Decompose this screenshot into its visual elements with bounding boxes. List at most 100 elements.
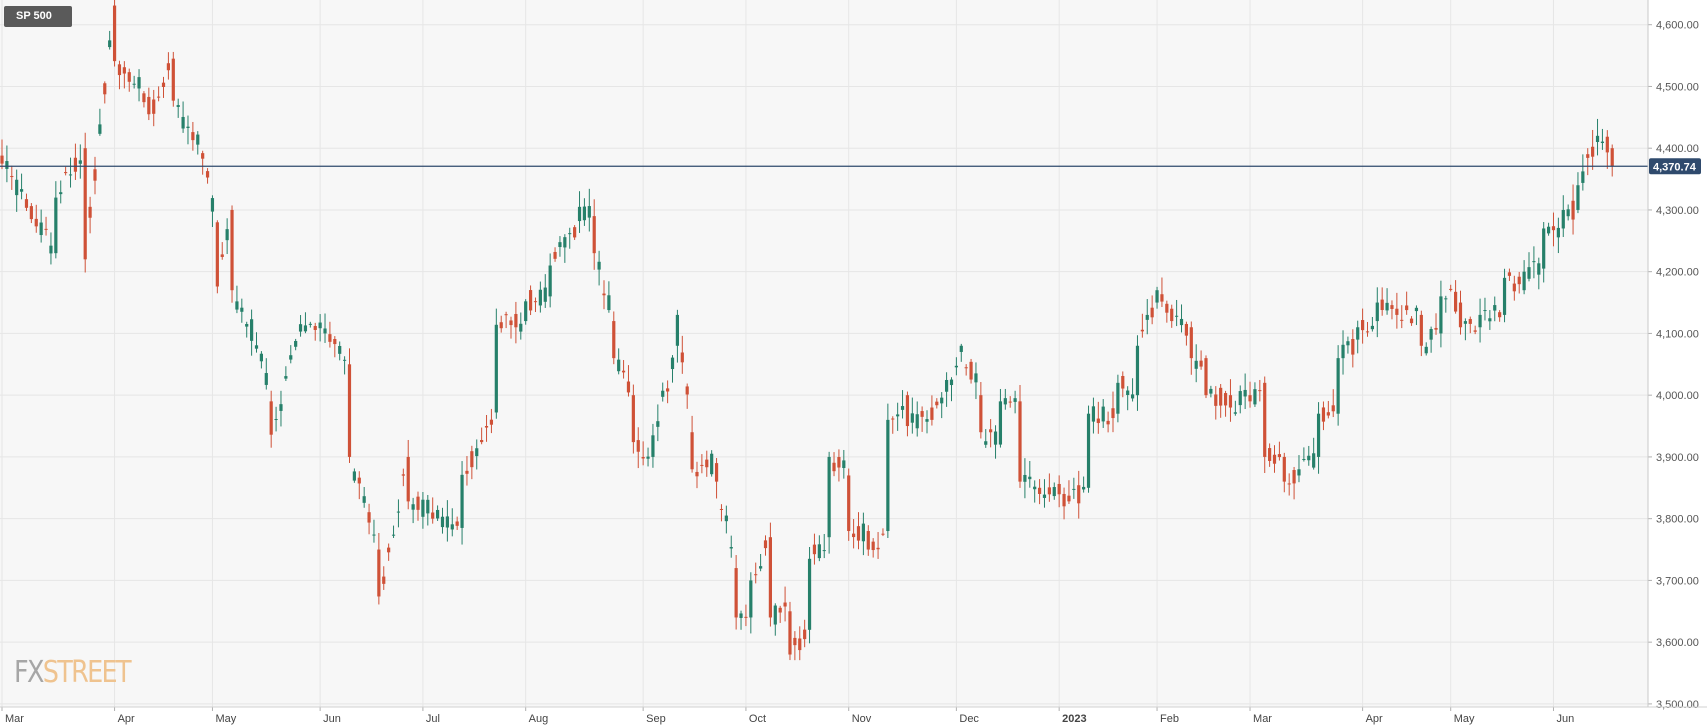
candle-up xyxy=(1439,296,1443,334)
candle-down xyxy=(1189,327,1193,359)
candle-down xyxy=(734,568,738,618)
candle-up xyxy=(1414,307,1419,312)
candle-down xyxy=(1591,146,1595,157)
candle-up xyxy=(259,353,263,362)
candle-down xyxy=(401,474,405,476)
candle-up xyxy=(886,419,890,532)
candle-down xyxy=(514,313,518,328)
candle-up xyxy=(827,456,831,538)
candle-up xyxy=(1478,314,1482,328)
candle-down xyxy=(881,533,885,535)
candle-up xyxy=(186,126,190,128)
candle-down xyxy=(1468,318,1472,324)
candle-up xyxy=(1429,329,1433,340)
candle-down xyxy=(1571,200,1575,220)
x-tick-label: Jul xyxy=(426,713,440,725)
candle-up xyxy=(132,83,136,85)
candle-up xyxy=(1042,494,1047,498)
candle-down xyxy=(499,322,503,329)
candle-up xyxy=(475,448,479,457)
candle-down xyxy=(1150,307,1154,318)
y-tick-label: 3,900.00 xyxy=(1656,452,1699,464)
candle-up xyxy=(1175,315,1179,317)
candle-up xyxy=(1013,398,1017,402)
x-tick-label: Apr xyxy=(118,713,135,725)
candle-down xyxy=(1184,323,1189,336)
candle-up xyxy=(426,499,430,514)
candle-down xyxy=(666,388,670,392)
candle-up xyxy=(1101,406,1105,422)
candle-down xyxy=(470,451,474,468)
candle-up xyxy=(137,77,141,89)
candle-down xyxy=(166,63,171,71)
candle-up xyxy=(254,345,259,349)
x-tick-label: May xyxy=(215,713,236,725)
candle-up xyxy=(1556,227,1560,238)
candle-up xyxy=(1297,469,1301,476)
candle-down xyxy=(1405,305,1409,311)
candle-up xyxy=(445,516,449,528)
candle-up xyxy=(587,206,591,218)
candle-up xyxy=(954,365,958,368)
candle-up xyxy=(656,421,660,427)
candle-up xyxy=(421,499,425,517)
candle-up xyxy=(1194,360,1198,369)
candle-down xyxy=(93,169,97,181)
candle-up xyxy=(984,441,988,445)
candle-up xyxy=(1086,413,1091,488)
candle-up xyxy=(68,174,73,176)
candle-up xyxy=(1155,290,1159,303)
candle-down xyxy=(788,611,792,655)
x-tick-label: Jun xyxy=(1556,713,1574,725)
candle-up xyxy=(1116,382,1120,414)
candle-down xyxy=(269,401,273,435)
candle-up xyxy=(1145,314,1149,320)
candle-down xyxy=(1400,319,1404,321)
candle-down xyxy=(778,607,782,613)
candle-up xyxy=(54,197,58,254)
last-price-marker: 4,370.74 xyxy=(0,158,1701,175)
candle-down xyxy=(1204,358,1208,396)
candle-up xyxy=(1537,263,1541,275)
candle-down xyxy=(1057,483,1061,495)
candle-down xyxy=(1361,320,1365,331)
candle-up xyxy=(1091,406,1096,422)
candle-up xyxy=(1493,305,1497,311)
candle-down xyxy=(964,367,968,369)
candle-down xyxy=(1512,283,1516,292)
candle-down xyxy=(1473,330,1477,332)
candle-up xyxy=(1253,389,1257,405)
candle-up xyxy=(915,414,919,429)
candle-down xyxy=(680,352,684,363)
candle-down xyxy=(24,199,29,208)
candle-down xyxy=(1586,154,1590,158)
candle-down xyxy=(1037,487,1042,494)
candle-down xyxy=(979,395,983,433)
candle-down xyxy=(754,574,758,576)
candle-down xyxy=(783,602,787,607)
candle-up xyxy=(1209,388,1213,394)
candle-up xyxy=(210,198,215,212)
candle-down xyxy=(1458,302,1463,328)
candle-down xyxy=(705,459,709,468)
candle-up xyxy=(1316,413,1321,457)
candle-down xyxy=(528,290,533,311)
candle-down xyxy=(837,457,841,468)
candle-up xyxy=(1082,486,1086,490)
candle-down xyxy=(1409,318,1414,324)
candle-up xyxy=(450,524,454,530)
candle-up xyxy=(240,307,244,312)
candle-down xyxy=(1287,483,1291,485)
candle-up xyxy=(352,471,356,481)
y-tick-label: 3,500.00 xyxy=(1656,699,1699,711)
candle-up xyxy=(842,460,846,469)
candle-down xyxy=(0,155,4,164)
candle-down xyxy=(161,82,166,87)
candle-up xyxy=(1385,302,1389,311)
candle-up xyxy=(1566,209,1570,217)
candle-down xyxy=(1449,288,1453,290)
candle-up xyxy=(181,116,185,129)
candle-down xyxy=(1277,454,1282,458)
candle-up xyxy=(1052,487,1056,497)
candle-up xyxy=(362,496,366,503)
